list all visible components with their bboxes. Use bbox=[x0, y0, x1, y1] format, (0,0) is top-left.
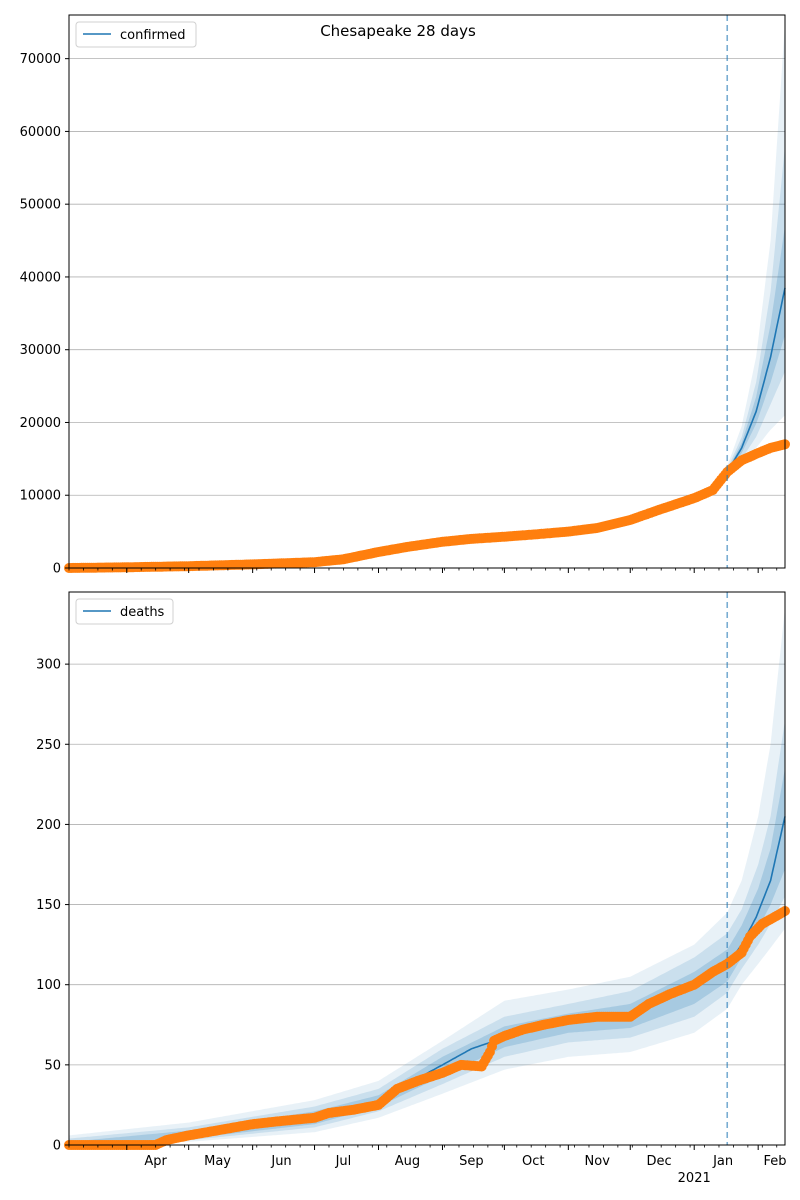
confirmed-x-axis bbox=[68, 568, 778, 573]
y-tick-label: 300 bbox=[36, 658, 61, 673]
x-tick-label: Dec bbox=[647, 1154, 672, 1169]
deaths-legend-box bbox=[75, 598, 174, 625]
deaths-plot-area bbox=[69, 592, 785, 1145]
confirmed-gridlines bbox=[69, 58, 785, 496]
uncertainty-band bbox=[727, 146, 785, 475]
x-tick-label: May bbox=[204, 1154, 231, 1169]
y-tick-label: 30000 bbox=[20, 343, 61, 358]
y-tick-label: 150 bbox=[36, 898, 61, 913]
x-tick-label: Jan bbox=[712, 1154, 733, 1169]
x-tick-label: Aug bbox=[395, 1154, 420, 1169]
confirmed-legend: confirmed bbox=[75, 21, 197, 48]
x-tick-label: Jun bbox=[270, 1154, 291, 1169]
confirmed-axes-frame bbox=[68, 14, 786, 569]
x-tick-label: Jul bbox=[335, 1154, 352, 1169]
x-tick-year-label: 2021 bbox=[678, 1171, 711, 1186]
y-tick-label: 100 bbox=[36, 978, 61, 993]
uncertainty-band bbox=[69, 720, 785, 1145]
y-tick-label: 10000 bbox=[20, 489, 61, 504]
confirmed-panel: 0 10000 20000 30000 40000 50000 60000 70000 Che… bbox=[20, 14, 790, 577]
deaths-panel: 0 50 100 150 200 250 300 Apr May Jun Jul Aug Sep Oct… bbox=[36, 591, 790, 1186]
confirmed-y-axis: 0 10000 20000 30000 40000 50000 60000 70000 bbox=[20, 52, 69, 577]
confirmed-plot-area bbox=[69, 15, 785, 568]
x-tick-label: Sep bbox=[459, 1154, 484, 1169]
x-tick-label: Feb bbox=[763, 1154, 786, 1169]
deaths-observed-markers bbox=[64, 906, 790, 1150]
y-tick-label: 40000 bbox=[20, 270, 61, 285]
confirmed-uncertainty-bands bbox=[727, 22, 785, 477]
y-tick-label: 50 bbox=[44, 1058, 61, 1073]
uncertainty-band bbox=[69, 768, 785, 1145]
confirmed-legend-box bbox=[75, 21, 197, 48]
chart-title: Chesapeake 28 days bbox=[320, 22, 476, 40]
x-tick-label: Oct bbox=[522, 1154, 544, 1169]
deaths-legend: deaths bbox=[75, 598, 174, 625]
deaths-y-axis: 0 50 100 150 200 250 300 bbox=[36, 658, 69, 1154]
deaths-gridlines bbox=[69, 663, 785, 1066]
y-tick-label: 0 bbox=[53, 562, 61, 577]
deaths-legend-label: deaths bbox=[120, 605, 165, 620]
deaths-uncertainty-bands bbox=[69, 608, 785, 1145]
y-tick-label: 20000 bbox=[20, 416, 61, 431]
y-tick-label: 60000 bbox=[20, 125, 61, 140]
deaths-axes-frame bbox=[68, 591, 786, 1146]
y-tick-label: 0 bbox=[53, 1139, 61, 1154]
x-tick-label: Nov bbox=[585, 1154, 611, 1169]
y-tick-label: 70000 bbox=[20, 52, 61, 67]
uncertainty-band bbox=[69, 608, 785, 1145]
y-tick-label: 250 bbox=[36, 738, 61, 753]
confirmed-observed-markers bbox=[64, 439, 790, 573]
y-tick-label: 50000 bbox=[20, 198, 61, 213]
y-tick-label: 200 bbox=[36, 818, 61, 833]
uncertainty-band bbox=[727, 22, 785, 477]
confirmed-legend-label: confirmed bbox=[120, 28, 186, 43]
x-tick-label: Apr bbox=[144, 1154, 167, 1169]
uncertainty-band bbox=[727, 226, 785, 474]
